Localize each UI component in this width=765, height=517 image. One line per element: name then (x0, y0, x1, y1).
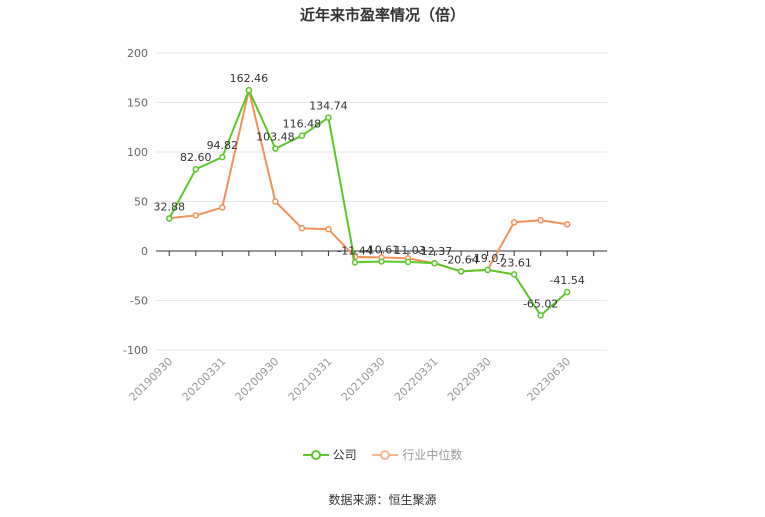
data-label-company: 134.74 (309, 100, 348, 113)
x-tick-label: 20230630 (525, 355, 574, 404)
data-point-industry-median (563, 221, 571, 228)
data-source: 数据来源：恒生聚源 (328, 493, 437, 507)
data-label-company: -10.61 (364, 244, 399, 257)
data-label-company: -23.61 (496, 256, 531, 269)
data-point-company (219, 153, 226, 161)
data-label-company: 116.48 (283, 118, 322, 131)
legend-item-industry-median[interactable]: 行业中位数 (372, 446, 462, 463)
data-label-company: -19.07 (470, 252, 505, 265)
y-tick-label: 150 (127, 97, 148, 110)
data-label-company: -11.03 (390, 244, 425, 257)
data-point-company (484, 266, 491, 274)
data-point-industry-median (272, 198, 279, 205)
data-point-company (298, 132, 306, 139)
legend-line-icon (302, 449, 329, 460)
data-label-company: 94.82 (207, 139, 239, 152)
data-point-company (272, 145, 279, 152)
y-tick-label: 200 (127, 47, 148, 60)
data-point-industry-median (298, 224, 306, 232)
data-label-company: 103.48 (256, 131, 295, 144)
x-tick-label: 20200930 (233, 355, 282, 404)
data-point-company (563, 288, 571, 296)
data-point-company (245, 86, 253, 94)
data-point-company (325, 114, 332, 121)
x-tick-label: 20220930 (445, 355, 494, 404)
y-tick-label: -50 (130, 295, 148, 308)
data-label-company: 162.46 (230, 72, 269, 85)
data-point-industry-median (192, 212, 200, 219)
data-label-company: 82.60 (180, 151, 212, 164)
data-point-company (192, 165, 200, 173)
data-point-company (537, 312, 544, 319)
y-tick-label: -100 (123, 344, 148, 357)
data-label-company: -20.64 (443, 253, 478, 266)
data-point-industry-median (325, 225, 332, 233)
data-label-company: 32.88 (154, 200, 186, 213)
data-point-company (404, 258, 412, 266)
chart-title: 近年来市盈率情况（倍） (299, 6, 465, 24)
data-label-company: -11.44 (337, 244, 372, 257)
legend-line-icon (372, 449, 399, 460)
data-point-industry-median (219, 204, 226, 211)
x-tick-label: 20210331 (286, 355, 335, 404)
data-point-company (510, 271, 518, 278)
data-label-company: -41.54 (549, 274, 584, 287)
data-label-company: -12.37 (417, 245, 452, 258)
data-point-company (378, 258, 385, 265)
y-tick-label: 50 (134, 196, 148, 209)
x-tick-label: 20190930 (127, 355, 176, 404)
x-tick-label: 20220331 (392, 355, 441, 404)
legend-item-company[interactable]: 公司 (302, 446, 357, 463)
data-label-company: -65.02 (523, 297, 558, 310)
x-tick-label: 20200331 (180, 355, 229, 404)
data-point-company (166, 215, 173, 222)
data-point-industry-median (537, 217, 544, 224)
chart-legend: 公司 行业中位数 (0, 446, 765, 464)
data-point-company (351, 259, 359, 266)
y-tick-label: 100 (127, 146, 148, 159)
data-point-industry-median (510, 219, 518, 226)
series-line-company (168, 89, 568, 317)
legend-label-industry-median: 行业中位数 (402, 448, 463, 462)
legend-label-company: 公司 (332, 448, 357, 462)
series-line-industry-median (169, 89, 568, 273)
y-tick-label: 0 (141, 245, 148, 258)
x-tick-label: 20210930 (339, 355, 388, 404)
data-point-company (457, 268, 465, 275)
data-point-company (431, 259, 438, 267)
